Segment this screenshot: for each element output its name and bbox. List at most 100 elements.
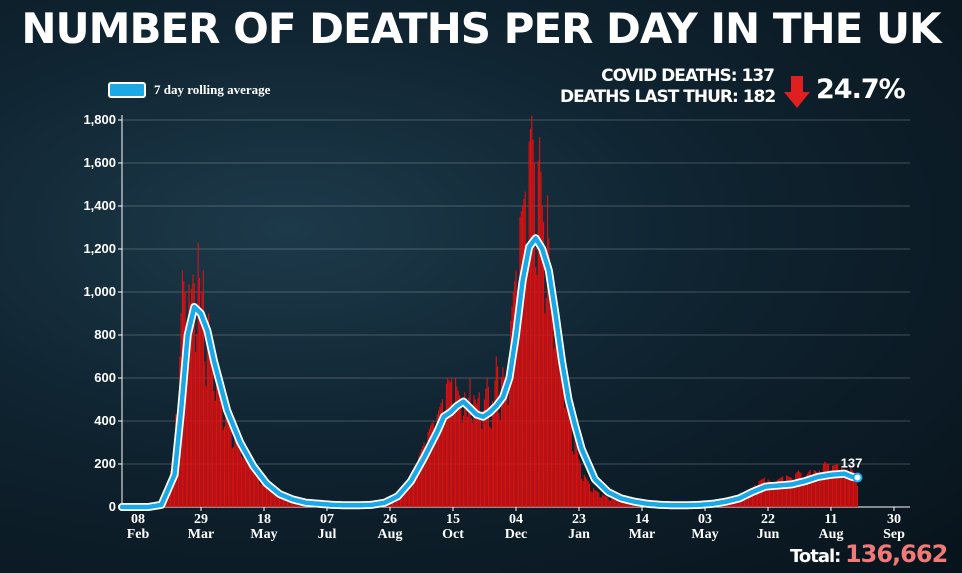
- bar: [793, 483, 795, 507]
- total-label: Total:: [790, 546, 841, 567]
- y-tick-label: 1,800: [83, 112, 116, 127]
- bar: [222, 429, 224, 507]
- x-axis: 08Feb29Mar18May07Jul26Aug15Oct04Dec23Jan…: [122, 506, 910, 542]
- y-tick-label: 1,200: [83, 241, 116, 256]
- bar: [738, 500, 740, 507]
- bar: [511, 306, 513, 507]
- bar: [822, 464, 824, 507]
- bar: [188, 284, 190, 507]
- bar: [498, 413, 500, 507]
- bar: [502, 367, 504, 507]
- bar: [821, 477, 823, 507]
- bar: [787, 476, 789, 507]
- bar: [231, 448, 233, 507]
- bar: [194, 352, 197, 507]
- x-tick-day: 08: [131, 512, 145, 527]
- bar: [281, 493, 283, 507]
- bar: [779, 478, 781, 507]
- bar: [841, 467, 843, 507]
- bar: [553, 348, 555, 507]
- bar: [566, 393, 568, 507]
- bar: [258, 471, 260, 507]
- bar: [419, 452, 421, 507]
- bar: [846, 469, 848, 507]
- bar: [242, 458, 244, 507]
- bar: [267, 482, 269, 507]
- bar: [445, 383, 447, 507]
- bar: [216, 373, 218, 507]
- bar: [535, 267, 537, 507]
- x-tick-day: 14: [635, 512, 649, 527]
- bar: [817, 472, 819, 507]
- bar: [254, 460, 256, 507]
- bar: [745, 494, 747, 507]
- bar: [590, 491, 592, 507]
- bar: [541, 206, 543, 507]
- x-tick-month: Mar: [188, 527, 214, 542]
- bar: [758, 481, 760, 507]
- bar: [578, 459, 580, 507]
- bar: [243, 441, 245, 507]
- x-tick-month: Oct: [442, 527, 464, 542]
- bar: [581, 478, 583, 507]
- bar: [487, 386, 489, 507]
- bar: [508, 383, 510, 507]
- bar: [766, 486, 768, 507]
- bar: [217, 380, 219, 507]
- bar: [273, 488, 275, 507]
- bar: [764, 485, 767, 507]
- bar: [427, 432, 429, 507]
- bar: [476, 403, 478, 507]
- bar: [557, 335, 559, 507]
- bar: [753, 486, 755, 507]
- bar: [532, 139, 534, 507]
- bar: [608, 500, 610, 507]
- bar: [434, 443, 436, 507]
- x-tick-day: 29: [194, 512, 208, 527]
- bar: [444, 422, 446, 507]
- bar: [524, 191, 526, 507]
- bar: [613, 499, 616, 507]
- bar: [208, 313, 210, 507]
- bar: [527, 259, 529, 507]
- bar: [746, 496, 748, 507]
- bar: [803, 484, 805, 507]
- bar: [612, 499, 614, 507]
- bar: [533, 163, 535, 507]
- bar: [824, 461, 826, 507]
- bar: [461, 422, 463, 507]
- bar: [749, 490, 751, 507]
- bar: [401, 490, 403, 507]
- bar: [775, 488, 777, 507]
- bar: [248, 451, 250, 507]
- bar: [571, 451, 574, 507]
- bar: [782, 476, 784, 507]
- bar: [276, 490, 278, 507]
- bar: [284, 495, 286, 507]
- bar: [237, 436, 239, 507]
- bar: [483, 399, 486, 507]
- bar: [423, 442, 425, 507]
- bar: [413, 468, 415, 507]
- bar: [595, 490, 597, 507]
- bar: [826, 463, 828, 507]
- bar: [604, 496, 606, 507]
- bar: [851, 469, 853, 507]
- bar: [737, 500, 739, 507]
- bar: [625, 501, 627, 507]
- bar: [437, 410, 440, 507]
- x-tick-month: Mar: [629, 527, 655, 542]
- bar: [577, 452, 579, 507]
- bar: [842, 469, 844, 507]
- bar: [489, 426, 491, 507]
- bar: [210, 356, 212, 507]
- bar: [596, 491, 598, 507]
- bar: [772, 482, 774, 507]
- bar: [464, 392, 466, 507]
- bar: [469, 378, 471, 507]
- bar: [536, 274, 538, 507]
- bar: [607, 497, 609, 507]
- bar: [490, 428, 492, 507]
- bar: [196, 334, 198, 507]
- bar: [432, 421, 434, 507]
